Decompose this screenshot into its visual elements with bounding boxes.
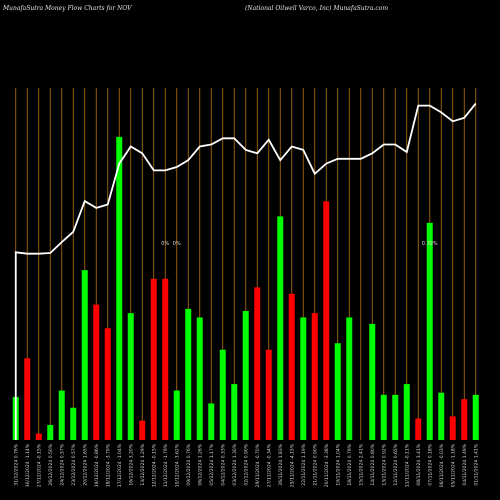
x-tick-labels: 31/12/2024 0.76% 30/12/2024 -1.14% 27/12/2… [13,443,479,487]
volume-bar [47,424,54,440]
volume-bar [461,399,468,440]
volume-bar [438,392,445,440]
x-tick-label: 05/11/2024 -1.18% [450,443,456,487]
x-tick-label: 07/11/2024 0.18% [427,443,433,485]
volume-bar [265,349,272,440]
x-tick-label: 20/12/2024 1.65% [82,443,88,485]
x-tick-label: 17/12/2024 -1.04% [117,443,123,487]
x-tick-label: 26/12/2024 0.50% [48,443,54,485]
volume-bar [323,201,330,440]
x-tick-label: 06/11/2024 -0.03% [439,443,445,487]
x-tick-label: 10/12/2024 -3.62% [174,443,180,487]
x-tick-label: 18/12/2024 -3.79% [105,443,111,487]
x-tick-label: 23/12/2024 0.57% [71,443,77,485]
volume-bar [242,311,249,440]
x-tick-label: 08/11/2024 3.41% [416,443,422,485]
x-tick-label: 03/12/2024 1.30% [232,443,238,485]
x-tick-label: 27/12/2024 -0.15% [36,443,42,487]
volume-bar [81,270,88,440]
x-tick-label: 13/11/2024 0.92% [381,443,387,485]
volume-bar [277,216,284,440]
volume-bar [300,317,307,440]
volume-bar [472,394,479,440]
annotation-label: 0% [161,241,169,247]
x-tick-label: 30/12/2024 -1.14% [25,443,31,487]
annotation-label: 0.39% [422,241,438,247]
price-polyline [14,102,477,440]
volume-bar [311,313,318,440]
x-tick-label: 02/12/2024 0.90% [243,443,249,485]
x-tick-label: 24/12/2024 0.57% [59,443,65,485]
volume-bar [254,287,261,440]
volume-bar [93,304,100,440]
x-tick-label: 11/11/2024 -0.11% [404,443,410,487]
volume-bar [139,420,146,440]
x-tick-label: 18/11/2024 0.79% [347,443,353,485]
volume-bar [426,222,433,440]
volume-bar [173,390,180,440]
volume-bar [392,394,399,440]
x-tick-label: 12/12/2024 -0.15% [151,443,157,487]
volume-bar [58,390,65,440]
volume-bar [150,278,157,440]
x-tick-label: 31/12/2024 0.76% [13,443,19,485]
x-tick-label: 21/11/2024 0.90% [312,443,318,485]
volume-bar [403,384,410,440]
x-tick-label: 06/12/2024 1.26% [197,443,203,485]
x-tick-label: 19/11/2024 1.04% [335,443,341,485]
volume-bar [208,403,215,440]
volume-bars [12,136,479,440]
x-tick-label: 12/11/2024 0.65% [393,443,399,485]
volume-bar [24,358,31,440]
x-tick-label: 27/11/2024 -0.34% [266,443,272,487]
volume-bar [231,384,238,440]
header-left-title: MunafaSutra Money Flow Charts for NOV [3,5,132,12]
volume-bar [70,407,77,440]
volume-bar [288,293,295,440]
x-tick-label: 25/11/2024 -4.15% [289,443,295,487]
x-tick-label: 04/12/2024 0.33% [220,443,226,485]
annotation-label: 0% [173,241,181,247]
volume-bar [415,418,422,440]
x-tick-label: 22/11/2024 1.19% [301,443,307,485]
volume-bar [127,313,134,440]
price-line [14,102,477,440]
x-tick-label: 29/11/2024 -0.70% [255,443,261,487]
x-tick-label: 20/11/2024 -3.38% [324,443,330,487]
x-tick-label: 19/12/2024 -0.86% [94,443,100,487]
volume-bar [185,308,192,440]
x-tick-label: 04/11/2024 1.49% [462,443,468,485]
volume-bar [162,278,169,440]
volume-bar [449,416,456,440]
x-tick-label: 05/12/2024 1.17% [209,443,215,485]
volume-bar [346,317,353,440]
x-tick-label: 11/12/2024 -1.79% [163,443,169,487]
x-tick-label: 13/12/2024 1.29% [140,443,146,485]
x-tick-label: 16/12/2024 3.20% [128,443,134,485]
volume-bar [380,394,387,440]
volume-bar [369,323,376,440]
volume-bar [334,343,341,440]
volume-bar [116,136,123,440]
volume-bar [196,317,203,440]
header-right-title: (National Oilwell Varco, Inc) MunafaSutr… [245,5,389,12]
volume-bar [104,328,111,440]
volume-bar [219,349,226,440]
x-tick-label: 09/12/2024 0.76% [186,443,192,485]
x-tick-label: 14/11/2024 0.80% [370,443,376,485]
x-tick-label: 26/11/2024 1.83% [278,443,284,485]
x-tick-label: 01/11/2024 1.41% [473,443,479,485]
volume-bar [35,433,42,440]
annotations: 0% 0% 0.39% [161,241,438,247]
x-tick-label: 15/11/2024 2.41% [358,443,364,485]
